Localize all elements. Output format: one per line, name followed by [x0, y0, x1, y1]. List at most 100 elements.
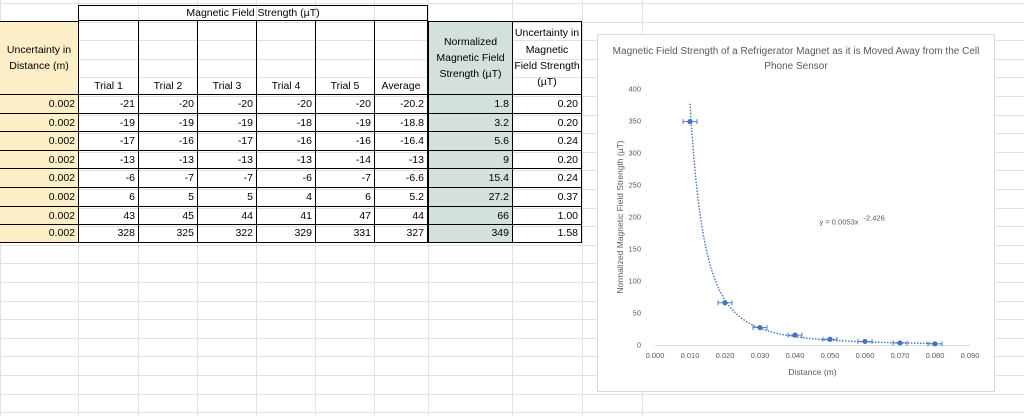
normalized-cell[interactable]: 9 — [428, 150, 512, 169]
trial-cell[interactable]: -19 — [138, 113, 197, 132]
trial-cell[interactable]: 331 — [315, 224, 374, 243]
trial-cell[interactable]: -20.2 — [374, 94, 428, 113]
trial-cell[interactable]: -14 — [315, 150, 374, 169]
y-tick-label: 250 — [628, 181, 641, 190]
trial-cell[interactable]: -6.6 — [374, 168, 428, 187]
trial-cell[interactable]: -7 — [138, 168, 197, 187]
uncertainty-field-cell[interactable]: 0.24 — [512, 168, 582, 187]
trial-header[interactable]: Trial 2 — [138, 21, 197, 94]
uncertainty-field-cell[interactable]: 1.58 — [512, 224, 582, 243]
group-header[interactable]: Magnetic Field Strength (µT) — [78, 5, 428, 21]
trial-cell[interactable]: 5.2 — [374, 187, 428, 206]
trial-cell[interactable]: 44 — [197, 206, 256, 225]
trial-cell[interactable]: -6 — [256, 168, 315, 187]
normalized-cell[interactable]: 1.8 — [428, 94, 512, 113]
uncertainty-field-cell[interactable]: 0.20 — [512, 113, 582, 132]
data-point — [862, 338, 868, 345]
trial-cell[interactable]: -19 — [78, 113, 138, 132]
trial-cell[interactable]: -16 — [256, 131, 315, 150]
data-point — [827, 336, 833, 342]
trial-header[interactable]: Trial 5 — [315, 21, 374, 94]
y-tick-label: 0 — [637, 341, 641, 350]
uncertainty-distance-cell[interactable]: 0.002 — [0, 131, 78, 150]
x-tick-label: 0.000 — [646, 351, 665, 360]
trial-cell[interactable]: 6 — [315, 187, 374, 206]
trial-cell[interactable]: -13 — [197, 150, 256, 169]
uncertainty-field-cell[interactable]: 0.20 — [512, 94, 582, 113]
trial-cell[interactable]: 43 — [78, 206, 138, 225]
trial-cell[interactable]: -21 — [78, 94, 138, 113]
trial-cell[interactable]: -20 — [138, 94, 197, 113]
trial-header[interactable]: Trial 3 — [197, 21, 256, 94]
trial-cell[interactable]: 4 — [256, 187, 315, 206]
y-tick-label: 50 — [633, 309, 641, 318]
uncertainty-distance-cell[interactable]: 0.002 — [0, 113, 78, 132]
x-tick-label: 0.040 — [786, 351, 805, 360]
normalized-header[interactable]: Normalized Magnetic Field Strength (µT) — [428, 21, 512, 94]
trial-cell[interactable]: 322 — [197, 224, 256, 243]
normalized-cell[interactable]: 66 — [428, 206, 512, 225]
trial-cell[interactable]: -6 — [78, 168, 138, 187]
uncertainty-field-cell[interactable]: 0.20 — [512, 150, 582, 169]
trial-cell[interactable]: -18 — [256, 113, 315, 132]
trial-cell[interactable]: 5 — [197, 187, 256, 206]
trial-cell[interactable]: -13 — [374, 150, 428, 169]
trial-header[interactable]: Trial 1 — [78, 21, 138, 94]
power-trendline — [689, 103, 936, 345]
uncertainty-distance-cell[interactable]: 0.002 — [0, 94, 78, 113]
uncertainty-distance-cell[interactable]: 0.002 — [0, 168, 78, 187]
trial-cell[interactable]: 47 — [315, 206, 374, 225]
normalized-cell[interactable]: 15.4 — [428, 168, 512, 187]
x-tick-label: 0.070 — [891, 351, 910, 360]
trial-cell[interactable]: 45 — [138, 206, 197, 225]
trial-cell[interactable]: -19 — [197, 113, 256, 132]
trial-cell[interactable]: -20 — [256, 94, 315, 113]
trial-cell[interactable]: -20 — [315, 94, 374, 113]
x-tick-label: 0.010 — [681, 351, 700, 360]
trial-cell[interactable]: 5 — [138, 187, 197, 206]
trial-cell[interactable]: -13 — [256, 150, 315, 169]
data-point — [897, 340, 903, 346]
trial-cell[interactable]: -16 — [315, 131, 374, 150]
trial-cell[interactable]: -17 — [197, 131, 256, 150]
uncertainty-field-cell[interactable]: 0.37 — [512, 187, 582, 206]
uncertainty-field-cell[interactable]: 0.24 — [512, 131, 582, 150]
normalized-cell[interactable]: 27.2 — [428, 187, 512, 206]
uncertainty-distance-cell[interactable]: 0.002 — [0, 224, 78, 243]
trial-cell[interactable]: 41 — [256, 206, 315, 225]
trial-cell[interactable]: 329 — [256, 224, 315, 243]
y-tick-label: 350 — [628, 117, 641, 126]
trial-cell[interactable]: 44 — [374, 206, 428, 225]
trial-cell[interactable]: -19 — [315, 113, 374, 132]
uncertainty-distance-cell[interactable]: 0.002 — [0, 206, 78, 225]
uncertainty-field-cell[interactable]: 1.00 — [512, 206, 582, 225]
uncertainty-distance-header[interactable]: Uncertainty in Distance (m) — [0, 21, 78, 94]
trial-header[interactable]: Average — [374, 21, 428, 94]
trial-cell[interactable]: -7 — [315, 168, 374, 187]
uncertainty-distance-cell[interactable]: 0.002 — [0, 150, 78, 169]
trial-cell[interactable]: 328 — [78, 224, 138, 243]
trial-cell[interactable]: -16 — [138, 131, 197, 150]
trial-cell[interactable]: -18.8 — [374, 113, 428, 132]
uncertainty-field-header[interactable]: Uncertainty in Magnetic Field Strength (… — [512, 21, 582, 94]
data-point — [792, 332, 798, 338]
trial-cell[interactable]: -17 — [78, 131, 138, 150]
trial-cell[interactable]: 327 — [374, 224, 428, 243]
trial-cell[interactable]: -13 — [138, 150, 197, 169]
normalized-cell[interactable]: 3.2 — [428, 113, 512, 132]
x-tick-label: 0.020 — [716, 351, 735, 360]
trial-cell[interactable]: -20 — [197, 94, 256, 113]
trial-cell[interactable]: 6 — [78, 187, 138, 206]
normalized-cell[interactable]: 5.6 — [428, 131, 512, 150]
normalized-cell[interactable]: 349 — [428, 224, 512, 243]
trial-cell[interactable]: -16.4 — [374, 131, 428, 150]
trendline-equation: y = 0.0053x — [820, 218, 859, 227]
chart-area[interactable]: Magnetic Field Strength of a Refrigerato… — [597, 34, 995, 392]
uncertainty-distance-cell[interactable]: 0.002 — [0, 187, 78, 206]
trial-header[interactable]: Trial 4 — [256, 21, 315, 94]
x-axis-title: Distance (m) — [788, 367, 836, 377]
trial-cell[interactable]: -7 — [197, 168, 256, 187]
trendline-exponent: -2.426 — [864, 214, 885, 223]
trial-cell[interactable]: 325 — [138, 224, 197, 243]
trial-cell[interactable]: -13 — [78, 150, 138, 169]
